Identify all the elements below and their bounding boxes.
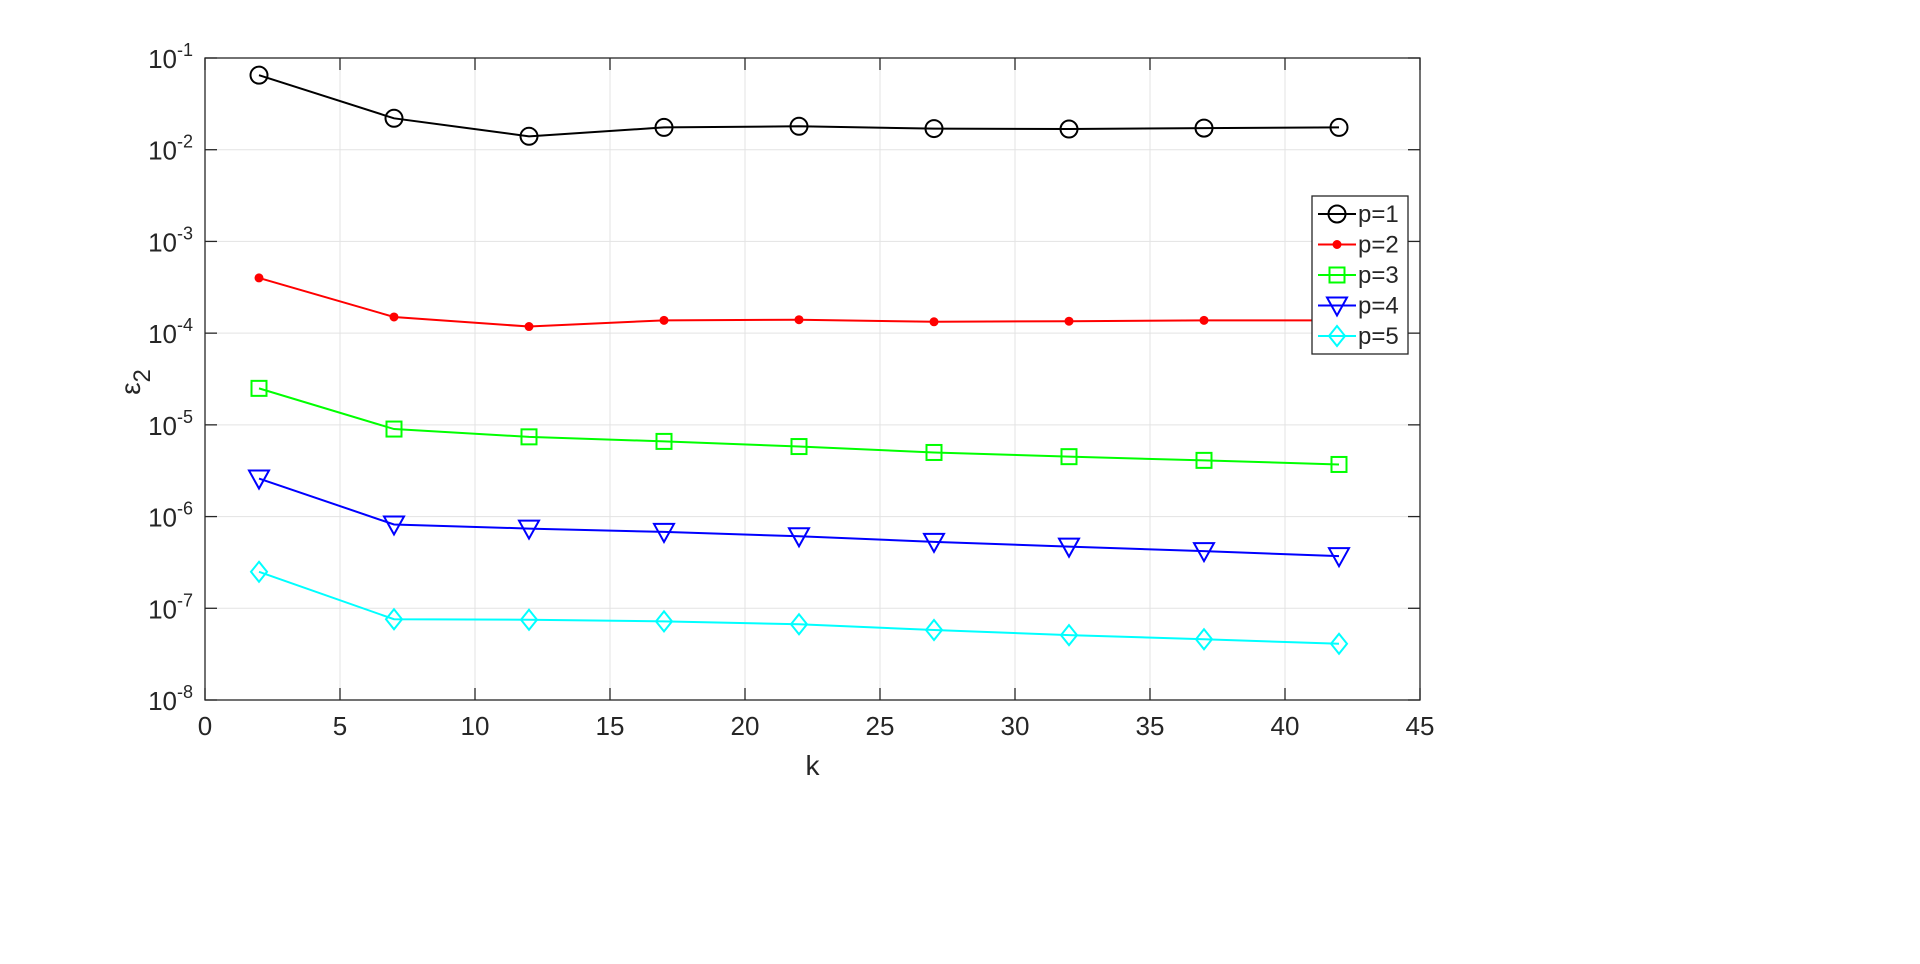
x-axis-label: k xyxy=(806,750,821,781)
legend-item: p=5 xyxy=(1318,323,1399,350)
data-point xyxy=(517,519,541,541)
data-point xyxy=(1329,632,1349,656)
x-tick-label: 45 xyxy=(1406,711,1435,741)
series-line xyxy=(258,477,1340,558)
data-point xyxy=(1194,627,1214,651)
x-tick-labels: 0 5 10 15 20 25 30 35 40 45 xyxy=(198,711,1435,741)
y-tick-label: 10-4 xyxy=(148,315,193,349)
x-tick-label: 15 xyxy=(596,711,625,741)
data-point xyxy=(659,315,669,325)
data-point xyxy=(654,609,674,633)
series-line xyxy=(258,387,1340,466)
svg-text:ε2: ε2 xyxy=(115,369,156,395)
y-tick-label: 10-5 xyxy=(148,407,193,441)
legend-marker xyxy=(1327,324,1347,348)
data-point xyxy=(519,608,539,632)
data-point xyxy=(1194,118,1214,138)
data-point xyxy=(249,560,269,584)
series-4 xyxy=(247,469,1351,569)
data-point xyxy=(790,438,808,456)
legend-item: p=2 xyxy=(1318,232,1399,259)
data-point xyxy=(1059,623,1079,647)
data-point xyxy=(652,522,676,544)
data-point xyxy=(655,432,673,450)
legend-label: p=5 xyxy=(1358,323,1399,350)
data-point xyxy=(1329,117,1349,137)
y-tick-label: 10-2 xyxy=(148,132,193,166)
data-point xyxy=(384,108,404,128)
data-point xyxy=(794,315,804,325)
y-axis-label-subscript: 2 xyxy=(129,369,156,382)
data-point xyxy=(922,532,946,554)
legend-label: p=3 xyxy=(1358,262,1399,289)
x-tick-label: 35 xyxy=(1136,711,1165,741)
x-tick-label: 20 xyxy=(731,711,760,741)
x-tick-label: 40 xyxy=(1271,711,1300,741)
x-tick-label: 5 xyxy=(333,711,347,741)
data-point xyxy=(925,443,943,461)
data-point xyxy=(1064,316,1074,326)
data-point xyxy=(1199,315,1209,325)
data-point xyxy=(924,618,944,642)
y-tick-label: 10-3 xyxy=(148,223,193,257)
series-5 xyxy=(249,560,1349,656)
x-tick-label: 30 xyxy=(1001,711,1030,741)
axis-ticks xyxy=(204,57,1421,701)
y-tick-label: 10-7 xyxy=(148,590,193,624)
legend-marker xyxy=(1328,266,1346,284)
x-tick-label: 0 xyxy=(198,711,212,741)
y-axis-label-symbol: ε xyxy=(115,382,146,394)
data-point xyxy=(1060,448,1078,466)
data-point xyxy=(524,322,534,332)
x-tick-label: 10 xyxy=(461,711,490,741)
y-tick-label: 10-6 xyxy=(148,499,193,533)
series-group xyxy=(247,65,1351,656)
data-point xyxy=(389,312,399,322)
data-point xyxy=(249,65,269,85)
data-point xyxy=(254,273,264,283)
data-point xyxy=(385,420,403,438)
data-point xyxy=(789,612,809,636)
legend-label: p=4 xyxy=(1358,293,1399,320)
data-point xyxy=(787,527,811,549)
data-point xyxy=(1195,451,1213,469)
data-point xyxy=(247,469,271,491)
series-3 xyxy=(250,379,1348,473)
data-point xyxy=(924,119,944,139)
series-line xyxy=(258,570,1340,645)
data-point xyxy=(929,317,939,327)
x-tick-label: 25 xyxy=(866,711,895,741)
legend-item: p=3 xyxy=(1318,262,1399,289)
data-point xyxy=(1330,455,1348,473)
series-1 xyxy=(249,65,1349,146)
legend-marker xyxy=(1325,296,1349,318)
legend-item: p=4 xyxy=(1318,293,1399,320)
data-point xyxy=(1059,119,1079,139)
y-tick-labels: 10-1 10-2 10-3 10-4 10-5 10-6 10-7 10-8 xyxy=(148,40,193,716)
data-point xyxy=(1192,542,1216,564)
y-tick-label: 10-1 xyxy=(148,40,193,74)
plot-area xyxy=(204,57,1421,701)
data-point xyxy=(250,379,268,397)
data-point xyxy=(1057,537,1081,559)
data-point xyxy=(382,515,406,537)
data-point xyxy=(384,607,404,631)
data-point xyxy=(789,116,809,136)
legend-label: p=2 xyxy=(1358,232,1399,259)
legend: p=1 p=2 p=3 p=4 p=5 xyxy=(1311,195,1409,355)
legend-item: p=1 xyxy=(1318,201,1399,228)
series-line xyxy=(258,74,1340,138)
data-point xyxy=(654,117,674,137)
y-tick-label: 10-8 xyxy=(148,682,193,716)
legend-label: p=1 xyxy=(1358,201,1399,228)
data-point xyxy=(1327,547,1351,569)
legend-marker xyxy=(1327,204,1347,224)
y-axis-label: ε2 xyxy=(115,369,156,395)
data-point xyxy=(520,428,538,446)
data-point xyxy=(519,126,539,146)
legend-marker xyxy=(1332,240,1342,249)
